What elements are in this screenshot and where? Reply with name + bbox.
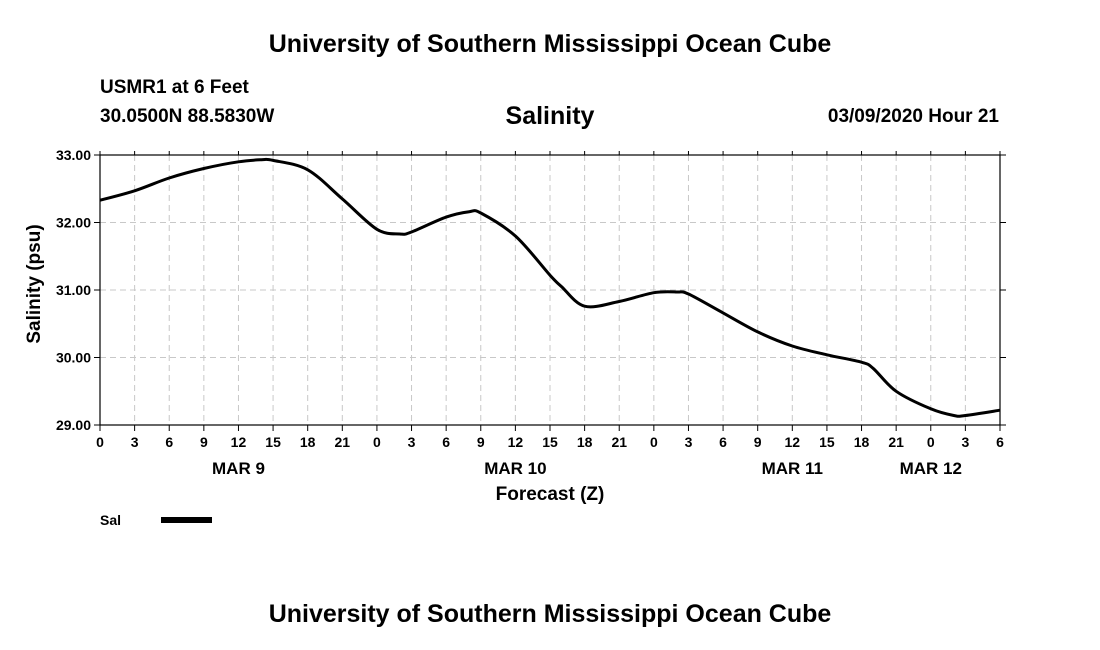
x-tick-label: 18 [577,434,593,450]
x-tick-label: 21 [335,434,351,450]
y-axis-title: Salinity (psu) [24,224,45,343]
station-label: USMR1 at 6 Feet [100,77,249,98]
forecast-datetime: 03/09/2020 Hour 21 [827,106,999,127]
date-label: MAR 9 [212,459,265,478]
x-tick-label: 15 [542,434,558,450]
y-tick-label: 30.00 [56,350,91,366]
x-tick-label: 6 [442,434,450,450]
x-tick-label: 3 [961,434,969,450]
coordinates-label: 30.0500N 88.5830W [100,106,275,127]
series-line-sal [99,157,1001,418]
legend-label: Sal [100,512,121,528]
series-layer [99,157,1001,418]
chart-title-top: University of Southern Mississippi Ocean… [268,30,832,58]
x-tick-label: 9 [477,434,485,450]
x-tick-label: 9 [754,434,762,450]
x-tick-label: 0 [927,434,935,450]
x-tick-label: 6 [719,434,727,450]
plot-frame [99,154,1001,426]
ticks: 29.00 30.00 31.00 32.00 33.00 0 3 6 9 12 15 18 21 0 3 6… [56,147,1006,478]
x-tick-label: 18 [854,434,870,450]
parameter-title: Salinity [505,102,595,130]
x-tick-label: 3 [408,434,416,450]
x-tick-label: 15 [265,434,281,450]
x-tick-label: 12 [508,434,524,450]
x-tick-label: 15 [819,434,835,450]
date-label: MAR 10 [484,459,546,478]
x-tick-label: 12 [785,434,801,450]
x-tick-label: 6 [996,434,1004,450]
x-tick-label: 3 [685,434,693,450]
date-label: MAR 11 [762,459,823,478]
y-tick-label: 31.00 [56,282,91,298]
x-tick-label: 0 [650,434,658,450]
y-tick-label: 32.00 [56,215,91,231]
x-tick-label: 9 [200,434,208,450]
x-tick-label: 21 [888,434,904,450]
x-tick-label: 0 [96,434,104,450]
x-tick-label: 0 [373,434,381,450]
y-tick-label: 33.00 [56,147,91,163]
legend: Sal [100,512,212,528]
x-tick-label: 18 [300,434,316,450]
grid [100,155,1000,425]
x-tick-label: 12 [231,434,247,450]
chart-title-bottom: University of Southern Mississippi Ocean… [268,600,832,628]
y-tick-label: 29.00 [56,417,91,433]
date-label: MAR 12 [900,459,962,478]
x-axis-title: Forecast (Z) [496,484,605,505]
x-tick-label: 6 [165,434,173,450]
x-tick-label: 21 [611,434,627,450]
x-tick-label: 3 [131,434,139,450]
